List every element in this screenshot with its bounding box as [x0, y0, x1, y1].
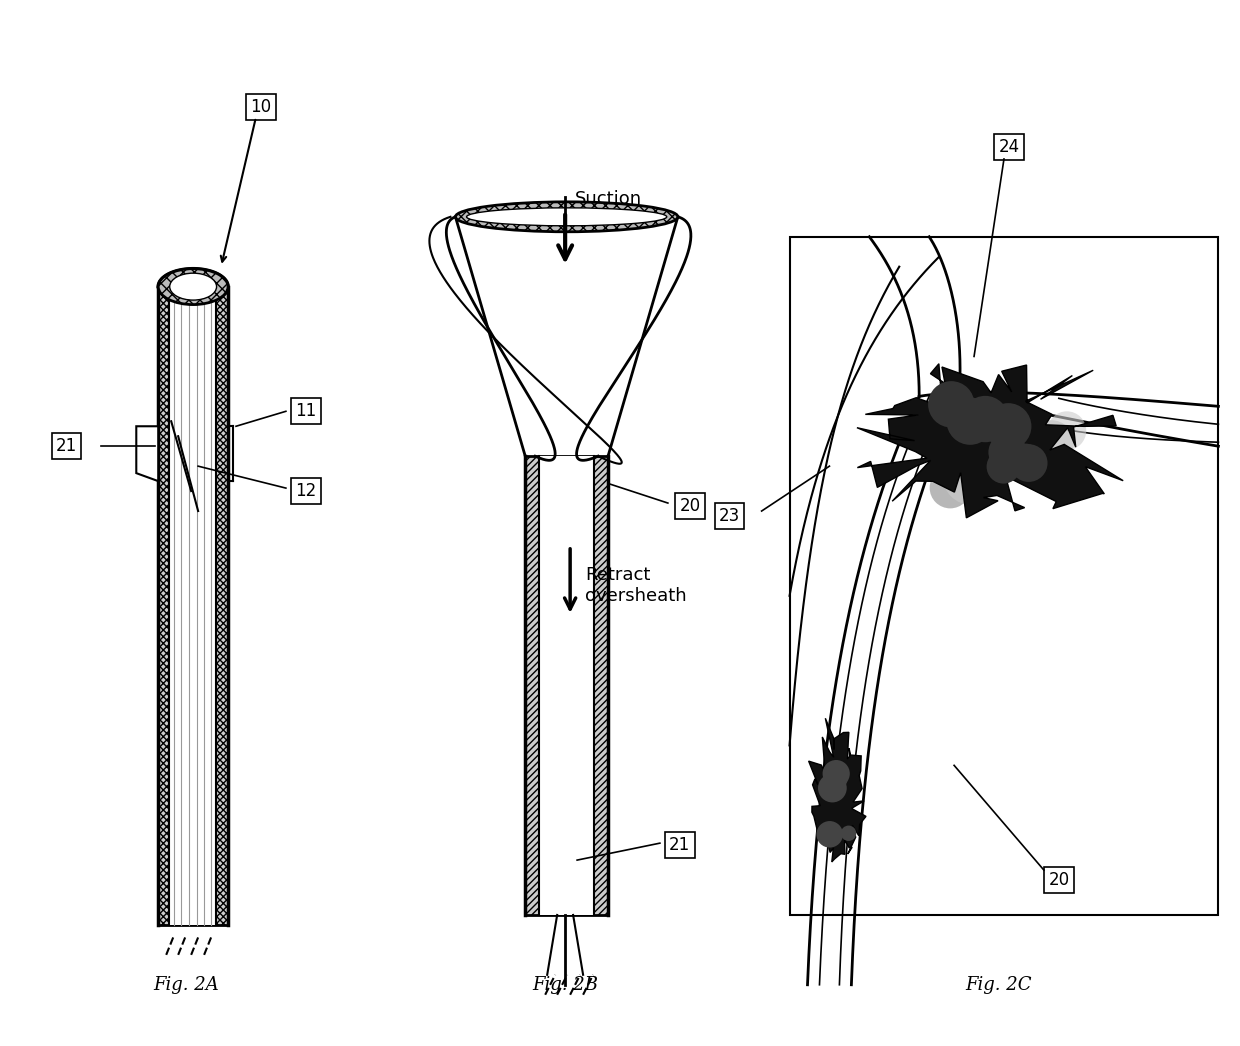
- Circle shape: [1012, 444, 1039, 471]
- Text: 24: 24: [998, 138, 1019, 156]
- Text: 10: 10: [250, 98, 272, 116]
- Polygon shape: [455, 217, 678, 456]
- Text: Fig. 2A: Fig. 2A: [154, 976, 219, 994]
- Circle shape: [828, 770, 847, 789]
- Polygon shape: [539, 456, 594, 915]
- Text: 20: 20: [1048, 871, 1069, 889]
- Circle shape: [988, 433, 1027, 472]
- Circle shape: [946, 397, 993, 445]
- Text: 23: 23: [719, 507, 740, 525]
- Polygon shape: [790, 236, 1219, 915]
- Circle shape: [1009, 445, 1048, 482]
- Polygon shape: [136, 427, 159, 481]
- Circle shape: [930, 468, 971, 508]
- Circle shape: [942, 448, 999, 505]
- Ellipse shape: [170, 273, 217, 300]
- Circle shape: [822, 760, 849, 788]
- Circle shape: [816, 821, 843, 847]
- Text: Suction: Suction: [575, 190, 642, 208]
- Circle shape: [1029, 420, 1074, 465]
- Circle shape: [962, 395, 1008, 442]
- Polygon shape: [808, 719, 866, 862]
- Ellipse shape: [159, 269, 228, 304]
- Text: 20: 20: [680, 497, 701, 515]
- Polygon shape: [857, 364, 1123, 518]
- Circle shape: [1048, 411, 1086, 450]
- Polygon shape: [159, 287, 228, 925]
- Text: 11: 11: [295, 403, 316, 420]
- Text: 21: 21: [56, 437, 77, 455]
- Text: Fig. 2C: Fig. 2C: [966, 976, 1032, 994]
- Ellipse shape: [466, 208, 667, 226]
- Circle shape: [928, 381, 975, 428]
- Polygon shape: [169, 287, 216, 925]
- Ellipse shape: [455, 202, 678, 232]
- Circle shape: [985, 403, 1032, 450]
- Text: 12: 12: [295, 482, 316, 500]
- Circle shape: [987, 450, 1021, 483]
- Polygon shape: [526, 456, 608, 915]
- Text: Retract
oversheath: Retract oversheath: [585, 567, 687, 606]
- Circle shape: [841, 825, 857, 841]
- Text: Fig. 2B: Fig. 2B: [532, 976, 598, 994]
- Text: 21: 21: [670, 836, 691, 855]
- Circle shape: [929, 436, 963, 472]
- Circle shape: [818, 774, 847, 802]
